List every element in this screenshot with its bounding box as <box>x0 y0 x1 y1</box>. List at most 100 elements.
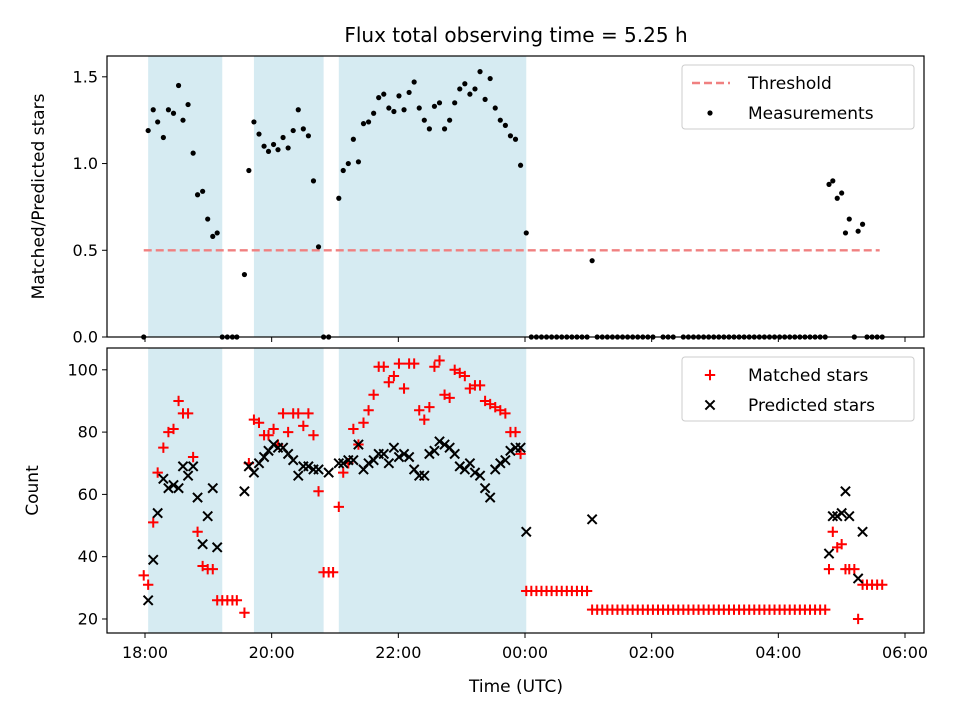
data-point <box>431 103 438 109</box>
matched-star-point <box>836 539 847 550</box>
data-point <box>214 230 220 236</box>
matched-star-point <box>368 389 379 400</box>
predicted-star-point <box>398 448 410 460</box>
matched-star-point <box>168 423 179 435</box>
matched-star-point <box>429 361 440 372</box>
predicted-star-point <box>505 445 516 457</box>
top-observing-span-1 <box>148 56 223 337</box>
data-point <box>350 136 356 142</box>
predicted-star-point <box>439 439 450 450</box>
predicted-star-point <box>494 457 506 469</box>
x-tick-label: 18:00 <box>122 643 168 662</box>
data-point <box>507 133 514 139</box>
data-point <box>145 127 151 134</box>
matched-star-point <box>348 423 359 435</box>
matched-star-point <box>474 380 486 391</box>
matched-star-point <box>313 486 324 497</box>
matched-star-point <box>277 408 289 419</box>
data-point <box>386 105 392 111</box>
predicted-star-point <box>292 470 304 482</box>
y-tick-label: 1.5 <box>73 67 98 86</box>
predicted-star-point <box>378 448 390 460</box>
data-point <box>246 167 252 174</box>
y-tick-label: 20 <box>78 609 98 628</box>
data-point <box>150 107 156 113</box>
predicted-star-point <box>500 454 511 466</box>
matched-star-point <box>510 426 521 438</box>
predicted-star-point <box>586 514 598 525</box>
data-point <box>859 221 866 227</box>
predicted-star-point <box>836 507 847 519</box>
matched-star-point <box>333 501 344 513</box>
data-point <box>290 127 296 134</box>
predicted-star-point <box>383 457 395 469</box>
matched-star-point <box>293 408 304 419</box>
series-predicted-stars <box>142 436 868 606</box>
data-point <box>315 244 322 250</box>
matched-star-point <box>207 563 218 575</box>
predicted-star-point <box>520 526 532 538</box>
predicted-star-point <box>469 467 481 478</box>
data-point <box>185 101 191 108</box>
predicted-star-point <box>177 461 189 472</box>
legend-entry-label: Threshold <box>747 74 832 94</box>
data-point <box>165 107 172 113</box>
data-point <box>467 91 473 97</box>
predicted-star-point <box>827 510 839 522</box>
matched-star-point <box>363 405 374 416</box>
data-point <box>406 89 412 96</box>
data-point <box>512 136 519 142</box>
predicted-star-point <box>464 457 476 469</box>
data-point <box>411 79 417 85</box>
predicted-star-point <box>168 479 179 491</box>
predicted-star-point <box>158 473 169 485</box>
series-matched-stars <box>138 355 888 625</box>
data-point <box>826 181 832 187</box>
top-axes-frame <box>106 55 925 338</box>
data-point <box>462 81 468 87</box>
predicted-star-point <box>239 485 250 497</box>
matched-star-point <box>268 423 279 435</box>
legend-entry-label: Matched stars <box>748 366 868 386</box>
matched-star-point <box>515 448 526 460</box>
predicted-star-point <box>823 548 835 559</box>
data-point <box>194 192 201 198</box>
matched-star-point <box>327 567 339 578</box>
legend-dot-swatch <box>707 110 713 116</box>
data-point <box>210 233 216 239</box>
legend-plus-swatch <box>704 369 716 381</box>
chart-title: Flux total observing time = 5.25 h <box>344 23 687 47</box>
predicted-star-point <box>197 538 208 550</box>
predicted-star-point <box>147 554 159 566</box>
predicted-star-point <box>303 461 314 472</box>
data-point <box>160 134 166 141</box>
matched-star-point <box>500 408 511 419</box>
predicted-star-point <box>337 457 349 469</box>
x-tick-label: 04:00 <box>755 643 801 662</box>
data-point <box>381 91 387 97</box>
data-point <box>436 100 443 106</box>
data-point <box>376 95 382 101</box>
matched-star-point <box>187 451 199 463</box>
predicted-star-point <box>857 526 868 538</box>
data-point <box>492 105 498 111</box>
y-tick-label: 60 <box>78 485 98 504</box>
data-point <box>305 133 311 139</box>
x-tick-label: 00:00 <box>502 643 548 662</box>
x-tick-label: 06:00 <box>882 643 928 662</box>
predicted-star-point <box>313 464 324 475</box>
predicted-star-point <box>388 442 400 453</box>
data-point <box>472 86 478 92</box>
bottom-observing-span-2 <box>253 348 324 633</box>
data-point <box>830 178 836 184</box>
predicted-star-point <box>287 454 299 466</box>
matched-star-point <box>192 526 203 537</box>
predicted-star-point <box>852 573 864 584</box>
matched-star-point <box>282 426 294 438</box>
predicted-star-point <box>202 510 214 522</box>
data-point <box>275 147 281 153</box>
matched-star-point <box>158 442 169 453</box>
data-point <box>855 228 861 234</box>
bottom-panel: 20 40 60 80 100 18:00 20:00 22:00 00:00 02:00 04:0… <box>23 347 928 662</box>
matched-star-point <box>303 408 314 419</box>
